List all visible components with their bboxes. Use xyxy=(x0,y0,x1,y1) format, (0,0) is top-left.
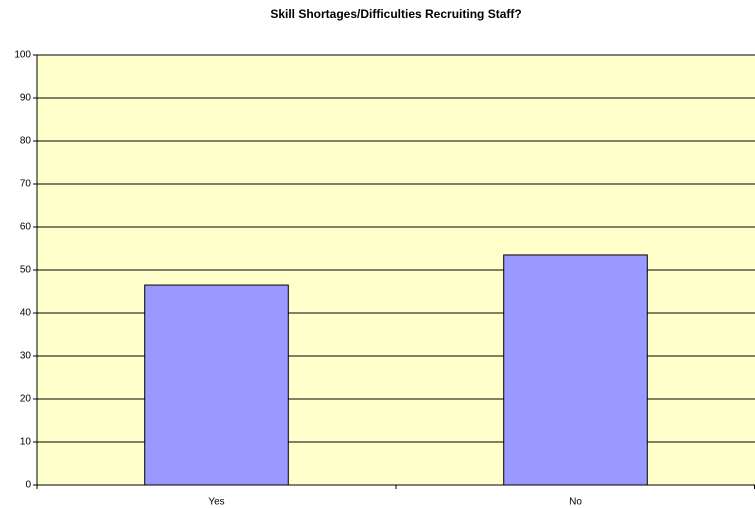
bar xyxy=(503,254,648,486)
y-tick-label: 10 xyxy=(20,437,32,448)
y-tick-label: 90 xyxy=(20,93,32,104)
bar xyxy=(144,284,289,486)
y-tick-label: 100 xyxy=(14,50,31,61)
y-tick-label: 70 xyxy=(20,179,32,190)
y-tick-label: 60 xyxy=(20,222,32,233)
y-tick-label: 50 xyxy=(20,265,32,276)
y-tick-label: 30 xyxy=(20,351,32,362)
chart-title: Skill Shortages/Difficulties Recruiting … xyxy=(270,7,521,21)
x-tick-label: Yes xyxy=(208,497,224,508)
x-tick-label: No xyxy=(569,497,582,508)
y-tick-label: 20 xyxy=(20,394,32,405)
y-tick-label: 0 xyxy=(25,480,31,491)
y-tick-label: 40 xyxy=(20,308,32,319)
y-tick-label: 80 xyxy=(20,136,32,147)
